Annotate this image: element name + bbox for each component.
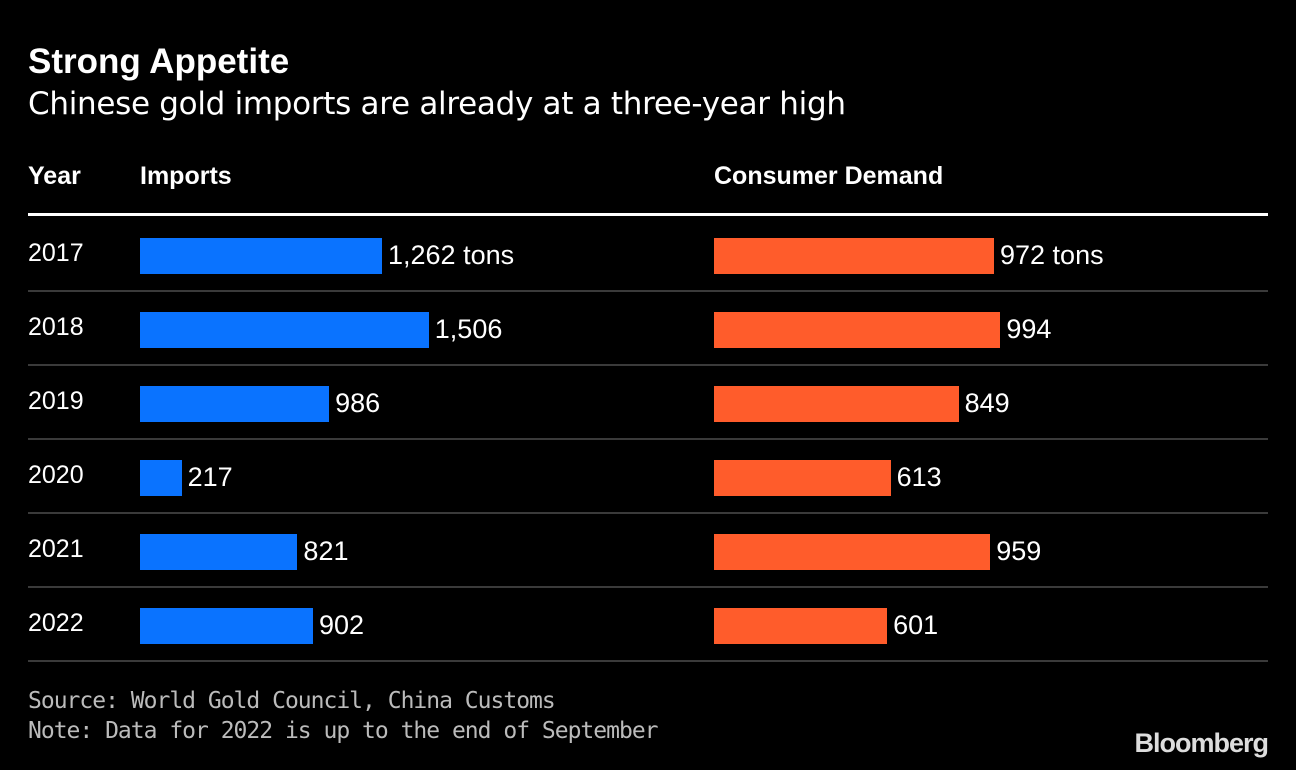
year-label: 2020 — [28, 461, 84, 489]
demand-value-label: 613 — [896, 462, 942, 492]
imports-value-label: 986 — [335, 388, 381, 418]
demand-value-label: 601 — [893, 610, 939, 640]
demand-bar — [714, 608, 888, 644]
row-divider — [28, 660, 1268, 662]
bloomberg-logo: Bloomberg — [1134, 728, 1269, 758]
demand-bar — [714, 238, 994, 274]
demand-value-label: 959 — [996, 536, 1042, 566]
row-divider — [28, 290, 1268, 292]
demand-value-label: 994 — [1006, 314, 1052, 344]
year-label: 2019 — [28, 387, 84, 415]
imports-value-label: 821 — [303, 536, 349, 566]
year-label: 2018 — [28, 313, 84, 341]
imports-value-label: 217 — [187, 462, 233, 492]
row-divider — [28, 438, 1268, 440]
imports-bar — [140, 312, 429, 348]
row-divider — [28, 512, 1268, 514]
imports-value-label: 1,506 — [434, 314, 503, 344]
header-consumer-demand: Consumer Demand — [714, 162, 944, 190]
year-label: 2017 — [28, 239, 84, 267]
imports-bar — [140, 460, 182, 496]
demand-bar — [714, 312, 1001, 348]
demand-bar — [714, 460, 891, 496]
demand-bar — [714, 386, 959, 422]
chart-subtitle: Chinese gold imports are already at a th… — [28, 86, 846, 122]
demand-value-label: 972 tons — [1000, 240, 1104, 270]
imports-bar — [140, 608, 313, 644]
row-divider — [28, 364, 1268, 366]
data-note: Note: Data for 2022 is up to the end of … — [28, 718, 659, 744]
demand-value-label: 849 — [964, 388, 1010, 418]
year-label: 2021 — [28, 535, 84, 563]
chart-title: Strong Appetite — [28, 42, 290, 81]
imports-bar — [140, 534, 298, 570]
header-year: Year — [28, 162, 81, 190]
row-divider — [28, 586, 1268, 588]
source-note: Source: World Gold Council, China Custom… — [28, 688, 556, 714]
header-imports: Imports — [140, 162, 232, 190]
header-divider — [28, 213, 1268, 216]
imports-bar — [140, 386, 330, 422]
imports-value-label: 902 — [318, 610, 365, 640]
imports-bar — [140, 238, 382, 274]
year-label: 2022 — [28, 609, 84, 637]
imports-value-label: 1,262 tons — [388, 240, 515, 270]
demand-bar — [714, 534, 991, 570]
